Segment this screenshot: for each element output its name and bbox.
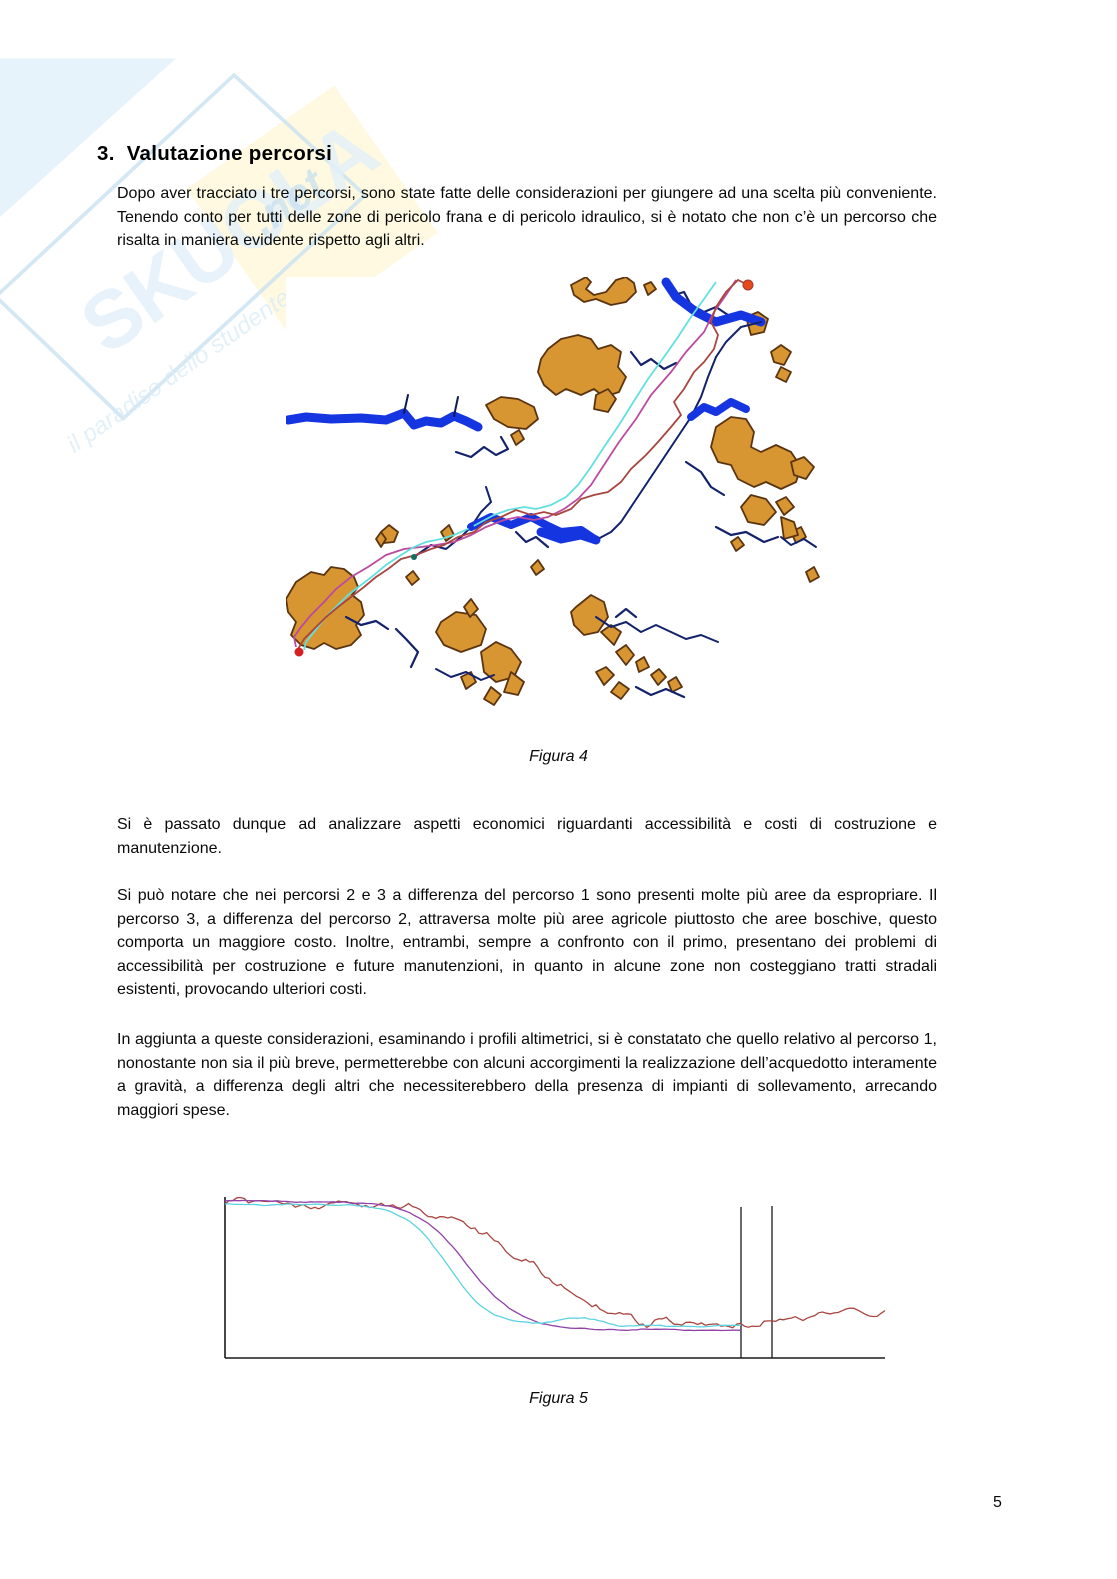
svg-text:il paradiso dello studente: il paradiso dello studente — [62, 284, 295, 458]
